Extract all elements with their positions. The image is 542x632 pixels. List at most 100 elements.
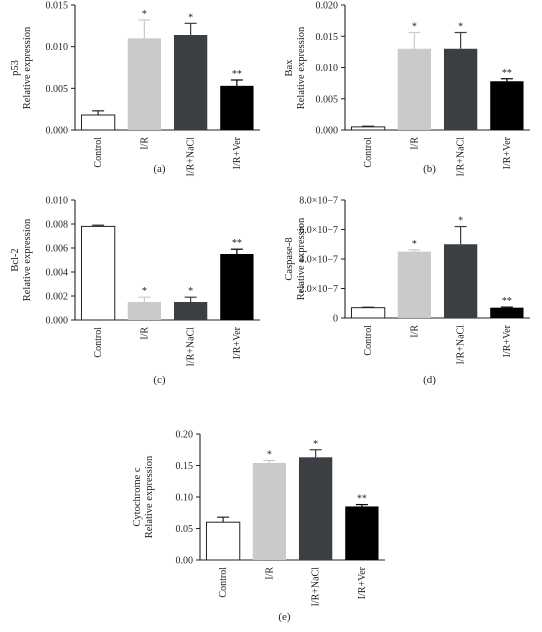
panel-d-bar-control [350, 307, 386, 319]
panel-d-ytick-label: 2.0×10−7 [299, 284, 338, 295]
panel-a-ylabel-line: Relative expression [22, 26, 33, 109]
panel-c-ytick-label: 0.008 [46, 220, 69, 231]
panel-b-category-label: Control [363, 137, 374, 168]
panel-d-ytick-label: 0 [333, 314, 338, 325]
panel-b-category-label: I/R+NaCl [456, 137, 467, 177]
panel-d-label: (d) [423, 374, 436, 386]
panel-e-significance: ** [357, 494, 367, 505]
panel-a-category-label: I/R+NaCl [186, 137, 197, 177]
panel-c-bar-i-r-nacl [173, 302, 208, 320]
panel-c-category-label: Control [93, 327, 104, 358]
panel-d-bar-i-r-nacl [443, 244, 478, 318]
panel-c-significance: * [142, 286, 147, 297]
panel-e-bar-i-r-nacl [298, 457, 333, 560]
panel-e-significance: * [267, 449, 272, 460]
panel-c-bar-i-r-ver [220, 254, 254, 320]
panel-b-ytick-label: 0.000 [316, 126, 339, 137]
panel-b-bar-control [350, 126, 386, 131]
panel-d-category-label: Control [363, 325, 374, 356]
panel-d-ytick-label: 6.0×10−7 [299, 225, 338, 236]
panel-a-significance: * [142, 9, 147, 20]
panel-d-ylabel: Caspase-8Relative expression [284, 217, 307, 300]
panel-b-bar-i-r-nacl [443, 48, 478, 130]
panel-d-category-label: I/R+NaCl [456, 325, 467, 365]
panel-b-significance: ** [502, 68, 512, 79]
panel-c-ytick-label: 0.004 [46, 268, 69, 279]
panel-b-ylabel: BaxRelative expression [284, 26, 307, 109]
panel-b-bar-i-r [397, 48, 432, 130]
panel-d-significance: * [412, 239, 417, 250]
panel-e-label: (e) [278, 611, 291, 623]
panel-c-ytick-label: 0.010 [46, 196, 69, 207]
panel-d-ytick-label: 4.0×10−7 [299, 255, 338, 266]
panel-a-bar-control [80, 114, 116, 131]
panel-e-ytick-label: 0.15 [176, 461, 194, 472]
panel-d-significance: ** [502, 296, 512, 307]
panel-b-ytick-label: 0.015 [316, 32, 339, 43]
panel-b-ytick-label: 0.010 [316, 63, 339, 74]
panel-a-ytick-label: 0.015 [46, 1, 69, 12]
panel-d-bar-i-r-ver [490, 307, 524, 318]
panel-a-category-label: I/R [139, 137, 150, 150]
panel-c-category-label: I/R+Ver [232, 326, 243, 359]
panel-e-ytick-label: 0.00 [176, 556, 194, 567]
panel-d-bar-i-r [397, 251, 432, 318]
panel-e-category-label: I/R+Ver [357, 566, 368, 599]
panel-d-significance: * [458, 216, 463, 227]
panel-a-category-label: I/R+Ver [232, 136, 243, 169]
panel-c-label: (c) [153, 374, 166, 386]
panel-a-ytick-label: 0.010 [46, 42, 69, 53]
panel-d-category-label: I/R+Ver [502, 324, 513, 357]
panel-e-significance: * [313, 439, 318, 450]
panel-a-significance: * [188, 12, 193, 23]
panel-e-bar-control [205, 521, 241, 561]
panel-e-category-label: Control [218, 567, 229, 598]
panel-e-category-label: I/R+NaCl [311, 567, 322, 607]
panel-e-bar-i-r [252, 462, 287, 560]
panel-e-ylabel: Cytochrome cRelative expression [132, 455, 155, 538]
panel-c-category-label: I/R [139, 327, 150, 340]
panel-a-ytick-label: 0.005 [46, 84, 69, 95]
panel-e-ytick-label: 0.20 [176, 430, 194, 441]
panel-a-category-label: Control [93, 137, 104, 168]
panel-e-ytick-label: 0.05 [176, 524, 194, 535]
panel-a-significance: ** [232, 69, 242, 80]
panel-c-bar-i-r [127, 302, 162, 320]
panel-a-bar-i-r-ver [220, 85, 254, 130]
panel-b-ytick-label: 0.020 [316, 1, 339, 12]
panel-e-ytick-label: 0.10 [176, 493, 194, 504]
panel-a-ytick-label: 0.000 [46, 126, 69, 137]
panel-a-ylabel-line: p53 [10, 60, 21, 76]
panel-b-ylabel-line: Bax [284, 59, 295, 77]
panel-c-ylabel-line: Bcl-2 [10, 248, 21, 271]
panel-a-bar-i-r-nacl [173, 35, 208, 130]
panel-b-category-label: I/R+Ver [502, 136, 513, 169]
panel-c-ytick-label: 0.000 [46, 316, 69, 327]
panel-d-ylabel-line: Relative expression [296, 217, 307, 300]
panel-e-ylabel-line: Cytochrome c [132, 467, 143, 527]
panel-c-ytick-label: 0.002 [46, 292, 69, 303]
panel-b-significance: * [412, 22, 417, 33]
panel-a-ylabel: p53Relative expression [10, 26, 33, 109]
panel-b-significance: * [458, 22, 463, 33]
panel-c-ylabel-line: Relative expression [22, 218, 33, 301]
panel-c-ytick-label: 0.006 [46, 244, 69, 255]
panel-c-category-label: I/R+NaCl [186, 327, 197, 367]
panel-e-bar-i-r-ver [345, 506, 379, 560]
panel-c-significance: ** [232, 238, 242, 249]
panel-c-ylabel: Bcl-2Relative expression [10, 218, 33, 301]
panel-b-ylabel-line: Relative expression [296, 26, 307, 109]
panel-b-bar-i-r-ver [490, 81, 524, 130]
panel-a-label: (a) [153, 163, 166, 175]
panel-e-ylabel-line: Relative expression [144, 455, 155, 538]
panel-d-ylabel-line: Caspase-8 [284, 237, 295, 280]
panel-d-category-label: I/R [409, 325, 420, 338]
panel-e-category-label: I/R [264, 567, 275, 580]
panel-a-bar-i-r [127, 38, 162, 131]
panel-d-ytick-label: 8.0×10−7 [299, 196, 338, 207]
panel-c-significance: * [188, 286, 193, 297]
panel-b-ytick-label: 0.005 [316, 94, 339, 105]
panel-b-label: (b) [423, 163, 436, 175]
panel-c-bar-control [80, 225, 116, 321]
